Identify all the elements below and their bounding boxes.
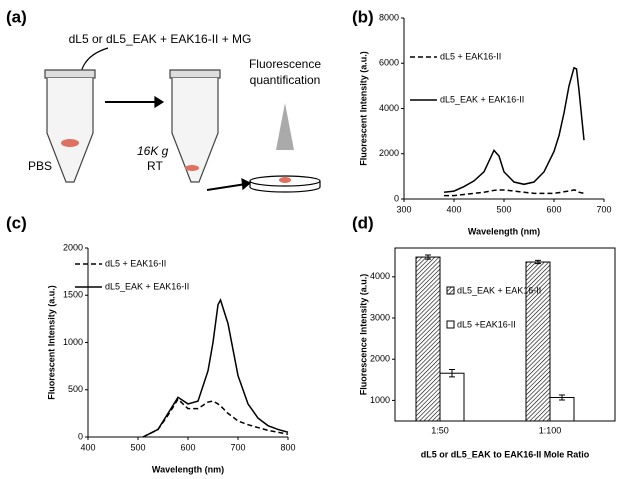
bar (415, 256, 441, 422)
panel-label: (c) (6, 213, 27, 232)
arrowhead (154, 95, 165, 109)
legend-label: dL5 + EAK16-II (440, 51, 501, 61)
bar (549, 397, 575, 422)
y-tick-label: 3000 (370, 312, 390, 322)
y-tick-label: 0 (78, 431, 83, 441)
y-tick-label: 1000 (370, 395, 390, 405)
line (142, 398, 289, 438)
legend-label: dL5 +EAK16-II (457, 319, 516, 329)
x-tick-label: 500 (130, 442, 145, 452)
reagent-label: dL5 or dL5_EAK + EAK16-II + MG (69, 32, 252, 46)
y-tick-label: 0 (394, 193, 399, 203)
legend-swatch (446, 320, 455, 329)
plot-frame (394, 247, 616, 422)
legend-label: dL5 + EAK16-II (105, 258, 166, 268)
x-tick-label: 1:100 (539, 425, 562, 435)
legend-label: dL5_EAK + EAK16-II (457, 285, 541, 295)
sample (279, 177, 291, 183)
temperature-label: RT (147, 159, 163, 173)
y-tick-label: 4000 (379, 103, 399, 113)
beam (276, 103, 294, 150)
y-tick-label: 1500 (63, 290, 83, 300)
y-tick-label: 4000 (370, 271, 390, 281)
tube (171, 78, 219, 183)
y-tick-label: 6000 (379, 58, 399, 68)
x-tick-label: 600 (180, 442, 195, 452)
line (444, 189, 585, 197)
x-axis-label: dL5 or dL5_EAK to EAK16-II Mole Ratio (421, 449, 590, 459)
error-bar (425, 254, 431, 260)
bar (525, 261, 551, 422)
line (443, 66, 585, 193)
error-bar (449, 369, 455, 378)
legend-label: dL5_EAK + EAK16-II (105, 281, 189, 291)
y-tick-label: 1000 (63, 337, 83, 347)
x-tick-label: 1:50 (431, 425, 449, 435)
bar (439, 372, 465, 422)
line (142, 298, 289, 438)
detection-label: Fluorescence (249, 57, 321, 71)
x-tick-label: 700 (230, 442, 245, 452)
buffer-label: PBS (28, 159, 52, 173)
x-tick-label: 700 (596, 204, 611, 214)
panel-label: (b) (352, 7, 374, 26)
plate (249, 181, 321, 193)
x-tick-label: 800 (280, 442, 295, 452)
detection-label: quantification (250, 73, 321, 87)
pellet (185, 165, 199, 171)
x-tick-label: 400 (80, 442, 95, 452)
y-axis-label: Fluorescent Intensity (a.u.) (46, 285, 56, 400)
gel (61, 139, 79, 147)
y-axis-label: Fluorescence Intensity (a.u.) (358, 274, 368, 396)
tube-cap (169, 69, 221, 79)
y-tick-label: 2000 (63, 242, 83, 252)
y-tick-label: 8000 (379, 12, 399, 22)
legend-swatch (446, 286, 455, 295)
y-axis-label: Fluorescent Intensity (a.u.) (358, 51, 368, 166)
arrowhead (241, 177, 252, 191)
panel-label: (d) (352, 213, 374, 232)
x-tick-label: 500 (496, 204, 511, 214)
spin-label: 16K g (137, 144, 169, 158)
tube-cap (44, 69, 96, 79)
legend-label: dL5_EAK + EAK16-II (440, 94, 524, 104)
error-bar (535, 259, 541, 265)
panel-label: (a) (6, 7, 27, 26)
x-axis-label: Wavelength (nm) (152, 464, 224, 474)
x-tick-label: 600 (546, 204, 561, 214)
tube (46, 78, 94, 183)
y-tick-label: 2000 (370, 354, 390, 364)
x-tick-label: 400 (446, 204, 461, 214)
diagram: dL5 or dL5_EAK + EAK16-II + MG PBS 16K g… (28, 32, 321, 193)
y-tick-label: 2000 (379, 148, 399, 158)
error-bar (559, 394, 565, 401)
x-tick-label: 300 (396, 204, 411, 214)
x-axis-label: Wavelength (nm) (468, 226, 540, 236)
y-tick-label: 500 (68, 384, 83, 394)
arrow (206, 183, 247, 191)
